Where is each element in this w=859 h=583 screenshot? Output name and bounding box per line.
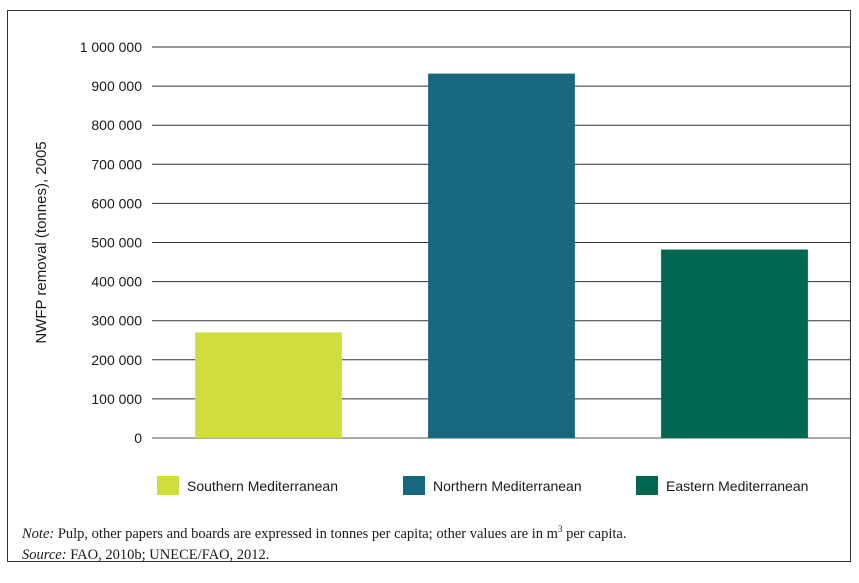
legend: Southern Mediterranean Northern Mediterra… <box>157 476 808 495</box>
y-tick-label: 300 000 <box>91 313 142 329</box>
legend-label: Southern Mediterranean <box>187 478 338 494</box>
note-line: Note: Pulp, other papers and boards are … <box>22 524 842 545</box>
y-tick-label: 0 <box>134 430 142 446</box>
note-text: Pulp, other papers and boards are expres… <box>54 526 558 542</box>
y-tick-label: 500 000 <box>91 235 142 251</box>
y-tick-label: 800 000 <box>91 117 142 133</box>
legend-label: Northern Mediterranean <box>433 478 582 494</box>
source-label: Source: <box>22 547 67 563</box>
bar-chart: 0 100 000 200 000 300 000 400 000 500 000 600 … <box>33 39 851 495</box>
y-tick-labels: 0 100 000 200 000 300 000 400 000 500 000 600 … <box>80 39 143 446</box>
y-tick-label: 600 000 <box>91 195 142 211</box>
legend-label: Eastern Mediterranean <box>666 478 808 494</box>
bar <box>661 249 808 438</box>
y-axis-title: NWFP removal (tonnes), 2005 <box>33 141 50 343</box>
y-tick-label: 900 000 <box>91 78 142 94</box>
note-text-end: per capita. <box>562 526 627 542</box>
note-superscript: 3 <box>557 524 563 535</box>
bar <box>195 332 342 438</box>
source-line: Source: FAO, 2010b; UNECE/FAO, 2012. <box>22 545 842 566</box>
bars <box>195 73 808 438</box>
legend-swatch <box>403 476 425 495</box>
note-label: Note: <box>22 526 55 542</box>
y-tick-label: 100 000 <box>91 391 142 407</box>
y-tick-label: 700 000 <box>91 156 142 172</box>
y-tick-label: 1 000 000 <box>80 39 142 55</box>
figure-notes: Note: Pulp, other papers and boards are … <box>22 524 842 566</box>
y-tick-label: 200 000 <box>91 352 142 368</box>
y-tick-label: 400 000 <box>91 274 142 290</box>
bar <box>428 73 575 438</box>
figure-frame <box>7 10 851 562</box>
legend-swatch <box>636 476 658 495</box>
legend-swatch <box>157 476 179 495</box>
source-text: FAO, 2010b; UNECE/FAO, 2012. <box>66 547 270 563</box>
